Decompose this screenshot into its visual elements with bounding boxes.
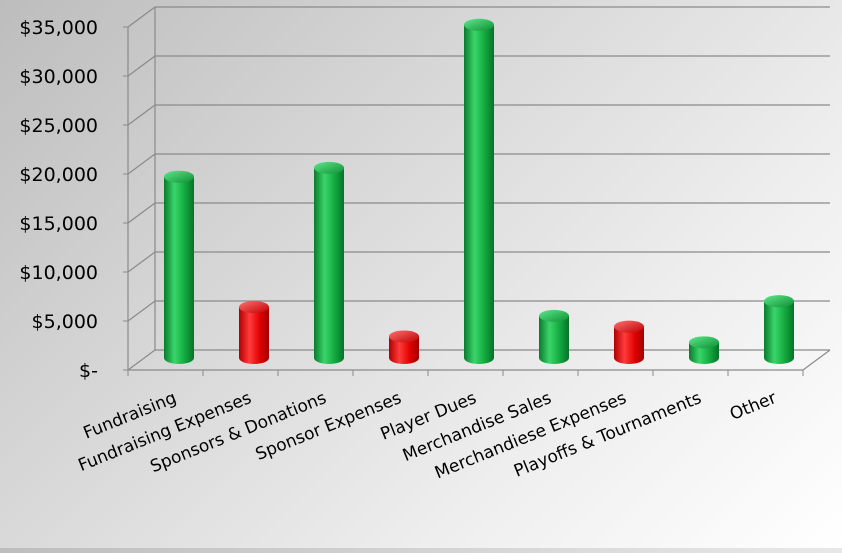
bar: [539, 309, 569, 364]
bar: [764, 295, 794, 364]
y-tick-label: $5,000: [32, 311, 98, 333]
y-axis-tick-labels: $- $5,000 $10,000 $15,000 $20,000 $25,000 $30,…: [19, 17, 98, 382]
bar-body: [389, 336, 419, 364]
bar-body: [689, 342, 719, 364]
bar-body: [314, 167, 344, 364]
y-tick-label: $-: [79, 360, 98, 382]
y-tick-label: $35,000: [19, 17, 98, 39]
bar-cap: [164, 170, 194, 183]
gridline-side: [127, 300, 156, 322]
bar-body: [239, 307, 269, 364]
x-category-label: Other: [727, 388, 779, 425]
floor-right-edge: [802, 349, 831, 371]
bar: [614, 320, 644, 364]
gridline-side: [127, 6, 156, 28]
bar-cap: [764, 295, 794, 308]
bar-body: [614, 326, 644, 364]
gridline-side: [127, 104, 156, 126]
bar-cap: [614, 320, 644, 333]
bar-body: [764, 301, 794, 364]
gridline-side: [127, 153, 156, 175]
bar: [164, 170, 194, 364]
bar-cap: [314, 161, 344, 174]
bar: [314, 161, 344, 364]
y-tick-label: $30,000: [19, 66, 98, 88]
y-tick-label: $20,000: [19, 164, 98, 186]
bar-body: [164, 176, 194, 364]
bar-body: [539, 315, 569, 364]
bar: [239, 301, 269, 364]
bar-cap: [539, 309, 569, 322]
gridline-side: [127, 349, 156, 371]
axes: [123, 7, 831, 376]
bar: [464, 18, 494, 365]
y-tick-label: $15,000: [19, 213, 98, 235]
bar-cap: [239, 301, 269, 314]
gridline-side: [127, 251, 156, 273]
bars: [164, 18, 794, 365]
y-tick-label: $25,000: [19, 115, 98, 137]
bar-body: [464, 24, 494, 365]
bar: [689, 336, 719, 364]
bar-cap: [389, 330, 419, 343]
y-tick-label: $10,000: [19, 262, 98, 284]
bar-cap: [464, 18, 494, 31]
bar-cap: [689, 336, 719, 349]
gridline-side: [127, 202, 156, 224]
gridline-side: [127, 55, 156, 77]
bar: [389, 330, 419, 364]
